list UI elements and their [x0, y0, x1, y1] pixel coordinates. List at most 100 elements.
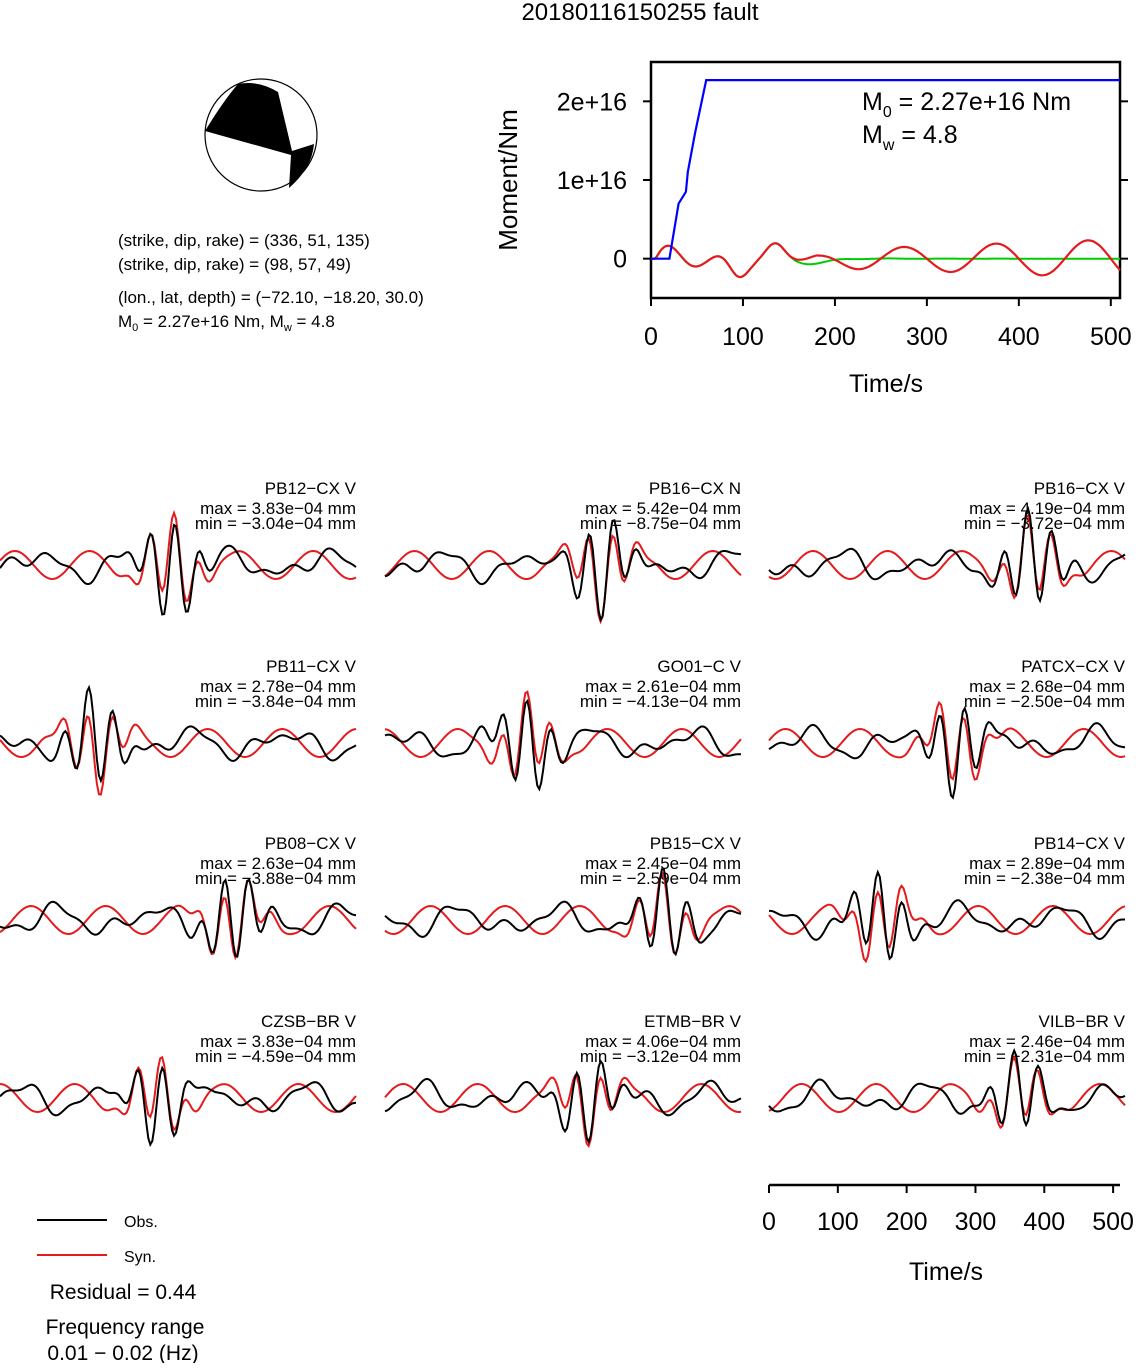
station-max: max = 2.68e−04 mm — [969, 677, 1125, 696]
synthetic-trace — [0, 715, 357, 796]
station-name: PB16−CX N — [649, 479, 741, 498]
stf-green-line — [651, 242, 1120, 278]
observed-trace — [769, 869, 1125, 961]
observed-trace — [0, 1065, 357, 1148]
cumulative-moment-line — [651, 79, 1120, 260]
observed-trace — [768, 705, 1126, 800]
station-name: PB14−CX V — [1034, 834, 1126, 853]
station-min: min = −3.72e−04 mm — [964, 514, 1125, 533]
station-min: min = −3.88e−04 mm — [195, 869, 356, 888]
observed-trace — [0, 877, 357, 958]
focal-line-2: (strike, dip, rake) = (98, 57, 49) — [118, 255, 351, 274]
station-min: min = −2.50e−04 mm — [964, 692, 1125, 711]
frequency-range-value: 0.01 − 0.02 (Hz) — [47, 1342, 198, 1363]
station-min: min = −3.04e−04 mm — [195, 514, 356, 533]
station-max: max = 4.06e−04 mm — [585, 1032, 741, 1051]
observed-trace — [768, 1047, 1126, 1128]
moment-x-tick-label: 0 — [644, 323, 658, 351]
focal-line-3: (lon., lat, depth) = (−72.10, −18.20, 30… — [118, 288, 424, 307]
observed-trace — [768, 505, 1126, 604]
synthetic-trace — [384, 1074, 742, 1149]
waveform-x-tick-label: 200 — [886, 1208, 928, 1236]
waveform-x-tick-label: 400 — [1023, 1208, 1065, 1236]
waveform-x-tick-label: 500 — [1092, 1208, 1134, 1236]
focal-info: (strike, dip, rake) = (336, 51, 135) (st… — [118, 231, 424, 334]
station-name: CZSB−BR V — [261, 1012, 357, 1031]
waveform-x-tick-label: 0 — [762, 1208, 776, 1236]
frequency-range-label: Frequency range — [46, 1316, 205, 1339]
station-min: min = −4.59e−04 mm — [195, 1047, 356, 1066]
moment-x-tick-label: 400 — [998, 323, 1040, 351]
moment-y-tick-label: 2e+16 — [557, 88, 627, 116]
waveform-x-tick-label: 100 — [817, 1208, 859, 1236]
station-max: max = 3.83e−04 mm — [200, 1032, 356, 1051]
figure-title: 20180116150255 fault — [521, 0, 758, 26]
station-max: max = 3.83e−04 mm — [200, 499, 356, 518]
observed-trace — [0, 523, 357, 616]
station-min: min = −2.38e−04 mm — [964, 869, 1125, 888]
moment-x-tick-label: 200 — [814, 323, 856, 351]
station-name: VILB−BR V — [1039, 1012, 1126, 1031]
station-name: ETMB−BR V — [644, 1012, 741, 1031]
focal-line-1: (strike, dip, rake) = (336, 51, 135) — [118, 231, 370, 250]
station-max: max = 2.63e−04 mm — [200, 854, 356, 873]
observed-trace — [384, 698, 742, 792]
station-min: min = −3.84e−04 mm — [195, 692, 356, 711]
legend: Obs. Syn. — [37, 1214, 158, 1266]
synthetic-trace — [768, 513, 1126, 600]
synthetic-trace — [768, 884, 1126, 964]
moment-chart-xlabel: Time/s — [849, 370, 923, 398]
station-name: PATCX−CX V — [1021, 657, 1125, 676]
station-max: max = 4.19e−04 mm — [969, 499, 1125, 518]
moment-chart: 0 100 200 300 400 500 0 1e+16 2e+16 Moment/Nm Ti… — [493, 60, 1132, 398]
observed-trace — [384, 1059, 742, 1145]
station-max: max = 2.45e−04 mm — [585, 854, 741, 873]
station-name: PB15−CX V — [650, 834, 742, 853]
moment-y-tick-label: 1e+16 — [557, 167, 627, 195]
station-name: PB16−CX V — [1034, 479, 1126, 498]
synthetic-trace — [384, 534, 742, 625]
station-min: min = −8.75e−04 mm — [580, 514, 741, 533]
station-min: min = −4.13e−04 mm — [580, 692, 741, 711]
moment-x-tick-label: 500 — [1090, 323, 1132, 351]
station-max: max = 2.61e−04 mm — [585, 677, 741, 696]
stf-red-line — [651, 239, 1121, 279]
moment-x-tick-label: 100 — [722, 323, 764, 351]
beachball-icon — [204, 78, 318, 192]
station-name: PB12−CX V — [265, 479, 357, 498]
synthetic-trace — [768, 1055, 1126, 1130]
observed-trace — [384, 519, 742, 623]
residual-label: Residual = 0.44 — [50, 1281, 197, 1304]
focal-moment-line: M0 = 2.27e+16 Nm, Mw = 4.8 — [118, 312, 335, 334]
moment-y-tick-label: 0 — [613, 246, 627, 274]
station-name: PB08−CX V — [265, 834, 357, 853]
station-max: max = 2.78e−04 mm — [200, 677, 356, 696]
station-max: max = 5.42e−04 mm — [585, 499, 741, 518]
legend-syn-label: Syn. — [124, 1249, 156, 1266]
station-name: GO01−C V — [657, 657, 741, 676]
station-max: max = 2.46e−04 mm — [969, 1032, 1125, 1051]
observed-trace — [0, 684, 357, 784]
station-max: max = 2.89e−04 mm — [969, 854, 1125, 873]
station-min: min = −2.31e−04 mm — [964, 1047, 1125, 1066]
synthetic-trace — [0, 879, 357, 961]
moment-chart-ylabel: Moment/Nm — [493, 109, 523, 251]
moment-annotation-mw: Mw = 4.8 — [862, 121, 958, 154]
moment-annotation-m0: M0 = 2.27e+16 Nm — [862, 88, 1071, 121]
observed-trace — [384, 868, 742, 957]
station-name: PB11−CX V — [266, 657, 357, 676]
waveform-xlabel: Time/s — [909, 1258, 983, 1286]
